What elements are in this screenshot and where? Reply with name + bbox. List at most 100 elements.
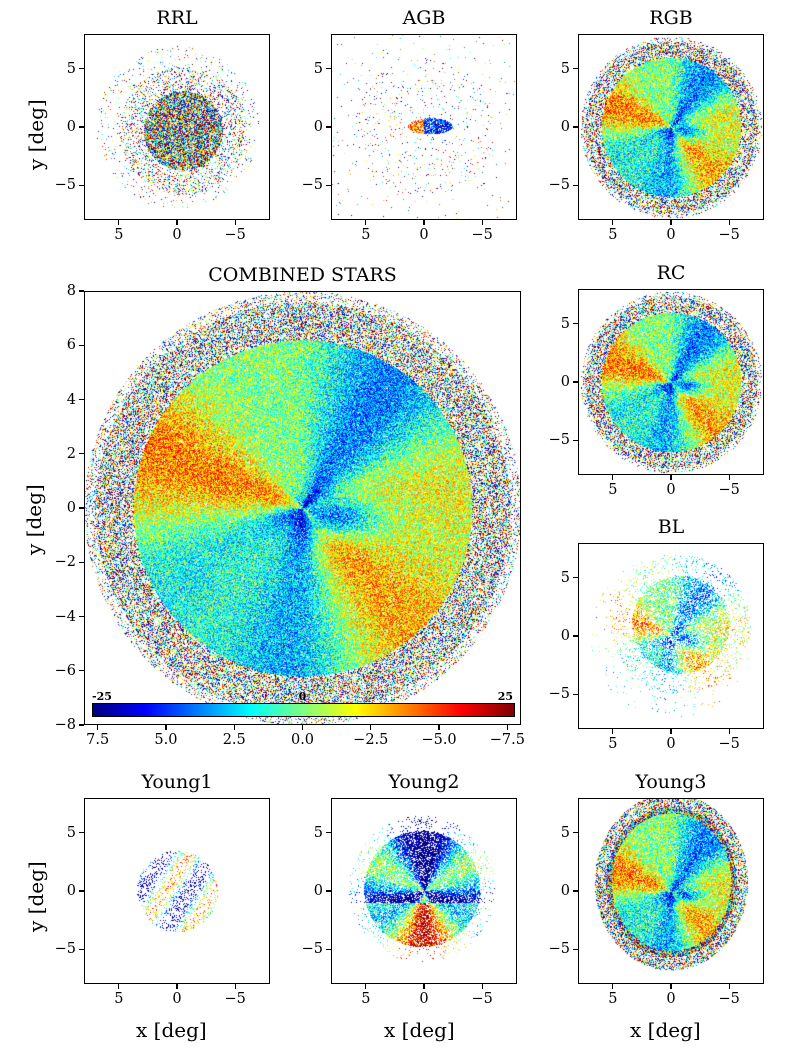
bl-heatmap <box>578 543 764 729</box>
combined-ytick-mark <box>79 453 84 455</box>
combined-xtick-mark <box>301 725 304 730</box>
rrl-xtick-label: −5 <box>224 227 246 243</box>
rgb-xtick-mark <box>728 220 730 225</box>
agb-ytick-label: 0 <box>313 119 323 135</box>
combined-ytick-label: −6 <box>54 662 76 679</box>
combined-xtick-mark <box>233 725 235 730</box>
bl-ytick-mark <box>573 635 578 637</box>
x-axis-label-young2: x [deg] <box>384 1018 455 1042</box>
rrl-xtick-mark <box>176 220 178 225</box>
agb-ytick-mark <box>326 68 331 70</box>
rc-xtick-mark <box>612 475 614 480</box>
rc-ytick-mark <box>573 381 578 383</box>
agb-xtick-label: 0 <box>419 227 429 243</box>
rc-plot-frame <box>578 289 764 475</box>
bl-ytick-label: −5 <box>548 686 570 703</box>
combined-plot-frame <box>84 291 521 725</box>
young1-ytick-mark <box>79 890 84 892</box>
rc-ytick-mark <box>573 439 578 441</box>
young3-title: Young3 <box>635 771 707 793</box>
young1-xtick-label: 5 <box>114 991 124 1007</box>
combined-title: COMBINED STARS <box>208 264 397 286</box>
agb-xtick-mark <box>481 220 483 225</box>
rgb-heatmap <box>578 34 764 220</box>
young2-ytick-mark <box>326 890 331 892</box>
colorbar-min-label: -25 <box>92 690 112 703</box>
combined-xtick-mark <box>370 725 372 730</box>
young2-ytick-label: 5 <box>313 824 323 841</box>
rgb-ytick-label: 0 <box>560 119 570 135</box>
bl-ytick-mark <box>573 693 578 695</box>
young2-xtick-mark <box>365 984 367 989</box>
young2-xtick-mark <box>423 984 425 989</box>
combined-xtick-mark <box>97 725 99 730</box>
young3-ytick-mark <box>573 948 578 950</box>
bl-ytick-mark <box>573 577 578 579</box>
combined-xtick-label: 0.0 <box>290 732 315 748</box>
young2-xtick-label: 5 <box>361 991 371 1007</box>
combined-ytick-mark <box>79 290 84 292</box>
colorbar-mid-label: 0 <box>298 690 307 703</box>
rrl-xtick-label: 0 <box>172 227 182 243</box>
y-axis-label-rrl: y [deg] <box>24 99 48 170</box>
young3-heatmap <box>578 798 764 984</box>
rgb-xtick-mark <box>612 220 614 225</box>
agb-title: AGB <box>402 7 446 29</box>
young1-ytick-label: −5 <box>54 941 76 958</box>
rrl-ytick-mark <box>79 184 84 186</box>
rc-ytick-label: 5 <box>560 315 570 332</box>
young3-plot-frame <box>578 798 764 984</box>
young1-xtick-mark <box>118 984 120 989</box>
young2-plot-frame <box>331 798 517 984</box>
rgb-xtick-mark <box>670 220 672 225</box>
rgb-ytick-mark <box>573 184 578 186</box>
combined-ytick-mark <box>79 724 84 726</box>
combined-xtick-label: −7.5 <box>489 732 525 748</box>
bl-title: BL <box>657 516 685 538</box>
young1-xtick-mark <box>176 984 178 989</box>
x-axis-label-young1: x [deg] <box>136 1018 207 1042</box>
combined-ytick-label: −8 <box>54 717 76 733</box>
rgb-title: RGB <box>649 7 693 29</box>
young2-ytick-label: 0 <box>313 883 323 899</box>
young3-xtick-mark <box>612 984 614 989</box>
young2-xtick-mark <box>481 984 483 989</box>
combined-xtick-label: 7.5 <box>86 732 110 748</box>
young2-heatmap <box>331 798 517 984</box>
young1-title: Young1 <box>141 771 213 793</box>
rrl-ytick-mark <box>79 68 84 70</box>
rc-ytick-label: −5 <box>548 432 570 449</box>
young1-ytick-mark <box>79 832 84 834</box>
young1-plot-frame <box>84 798 270 984</box>
rc-xtick-mark <box>728 475 730 480</box>
combined-ytick-label: 6 <box>66 337 76 354</box>
young2-title: Young2 <box>388 771 460 793</box>
rrl-ytick-label: 5 <box>66 60 76 77</box>
rrl-ytick-label: −5 <box>54 177 76 194</box>
young3-xtick-label: 5 <box>608 991 618 1007</box>
rgb-xtick-label: 5 <box>608 227 618 243</box>
young2-xtick-label: −5 <box>471 991 493 1007</box>
combined-xtick-label: −5.0 <box>421 732 457 748</box>
agb-xtick-label: 5 <box>361 227 371 243</box>
combined-ytick-mark <box>79 561 84 563</box>
combined-ytick-mark <box>79 615 84 618</box>
rrl-ytick-mark <box>79 126 84 128</box>
rc-title: RC <box>656 262 686 284</box>
combined-xtick-mark <box>438 725 440 730</box>
y-axis-label-young1: y [deg] <box>24 861 48 932</box>
young3-xtick-mark <box>728 984 730 989</box>
young3-ytick-label: 0 <box>560 883 570 899</box>
combined-xtick-label: 2.5 <box>222 732 246 748</box>
bl-xtick-label: −5 <box>718 736 740 752</box>
agb-xtick-label: −5 <box>471 227 493 243</box>
bl-xtick-mark <box>670 729 672 734</box>
rrl-title: RRL <box>156 7 198 29</box>
young3-xtick-mark <box>670 984 672 989</box>
combined-xtick-mark <box>506 725 508 730</box>
rc-xtick-label: −5 <box>718 482 740 498</box>
combined-heatmap <box>84 291 521 725</box>
young1-ytick-label: 0 <box>66 883 76 899</box>
rrl-xtick-mark <box>118 220 120 225</box>
young1-ytick-label: 5 <box>66 824 76 841</box>
